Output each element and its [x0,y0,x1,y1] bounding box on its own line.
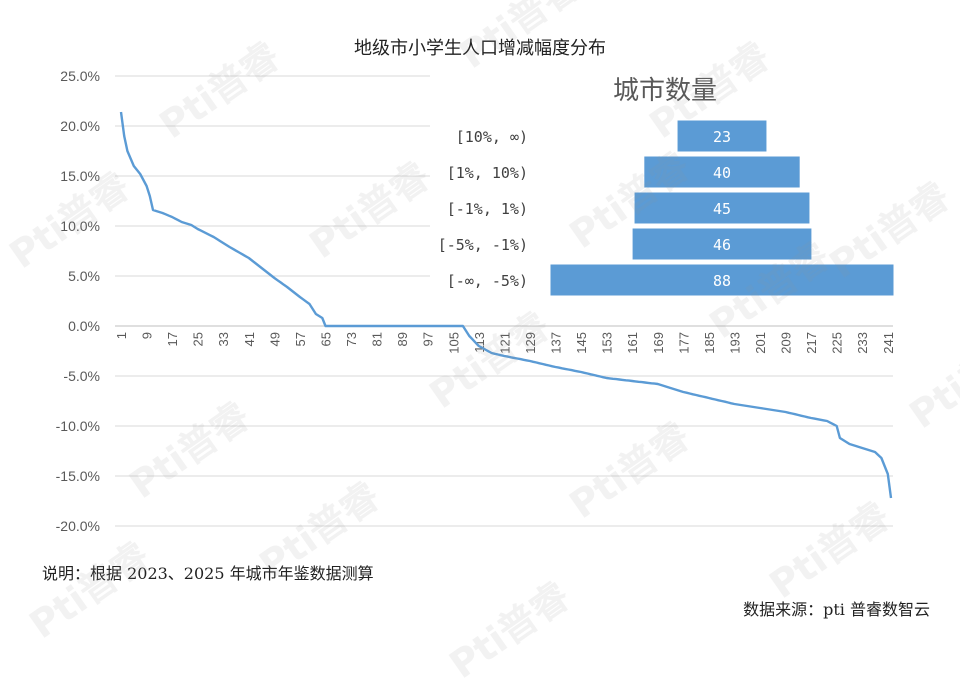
inset-title: 城市数量 [613,76,717,106]
x-tick-label: 9 [140,332,155,339]
x-tick-label: 33 [216,332,231,346]
x-tick-label: 49 [267,332,282,346]
y-tick-label: 5.0% [68,268,100,284]
y-tick-label: 0.0% [68,318,100,334]
x-tick-label: 105 [446,332,461,354]
data-source: 数据来源：pti 普睿数智云 [743,600,930,619]
inset-bar [549,263,895,297]
x-tick-label: 153 [600,332,615,354]
x-tick-label: 73 [344,332,359,346]
x-tick-label: 41 [242,332,257,346]
y-tick-label: 25.0% [60,68,100,84]
chart-title: 地级市小学生人口增减幅度分布 [354,38,606,59]
x-tick-label: 81 [370,332,385,346]
x-tick-label: 201 [753,332,768,354]
x-tick-label: 185 [702,332,717,354]
x-tick-label: 225 [830,332,845,354]
y-tick-label: -15.0% [56,468,100,484]
inset-category-label: [-∞, -5%) [447,272,528,290]
series-line [119,111,893,499]
inset-bar [643,155,801,189]
chart-canvas: 25.0% 20.0% 15.0% 10.0% 5.0% 0.0% -5.0% -10.0% -… [55,68,896,534]
x-tick-label: 169 [651,332,666,354]
inset-bar [631,227,813,261]
x-tick-label: 233 [855,332,870,354]
y-tick-label: -5.0% [63,368,100,384]
x-tick-label: 217 [804,332,819,354]
x-tick-label: 129 [523,332,538,354]
x-tick-label: 89 [395,332,410,346]
inset-category-label: [1%, 10%) [447,164,528,182]
x-tick-label: 1 [114,332,129,339]
x-tick-label: 209 [779,332,794,354]
x-tick-label: 57 [293,332,308,346]
y-tick-label: -20.0% [56,518,100,534]
x-tick-label: 121 [497,332,512,354]
y-tick-label: -10.0% [56,418,100,434]
x-tick-label: 177 [676,332,691,354]
y-tick-label: 10.0% [60,218,100,234]
x-tick-label: 65 [318,332,333,346]
y-tick-label: 20.0% [60,118,100,134]
x-tick-label: 97 [421,332,436,346]
inset-bar [676,119,768,153]
x-tick-label: 25 [191,332,206,346]
inset-bar-value: 88 [713,272,731,290]
x-tick-label: 137 [549,332,564,354]
x-tick-label: 241 [881,332,896,354]
x-tick-label: 17 [165,332,180,346]
inset-bar [633,191,811,225]
inset-bar-value: 23 [713,128,731,146]
inset-category-label: [10%, ∞) [456,128,528,146]
y-tick-label: 15.0% [60,168,100,184]
inset-category-label: [-1%, 1%) [447,200,528,218]
x-tick-label: 193 [727,332,742,354]
inset-category-label: [-5%, -1%) [438,236,528,254]
inset-bar-value: 45 [713,200,731,218]
inset-bar-value: 40 [713,164,731,182]
x-tick-label: 161 [625,332,640,354]
footnote: 说明：根据 2023、2025 年城市年鉴数据测算 [42,564,374,583]
x-tick-label: 145 [574,332,589,354]
inset-bar-value: 46 [713,236,731,254]
